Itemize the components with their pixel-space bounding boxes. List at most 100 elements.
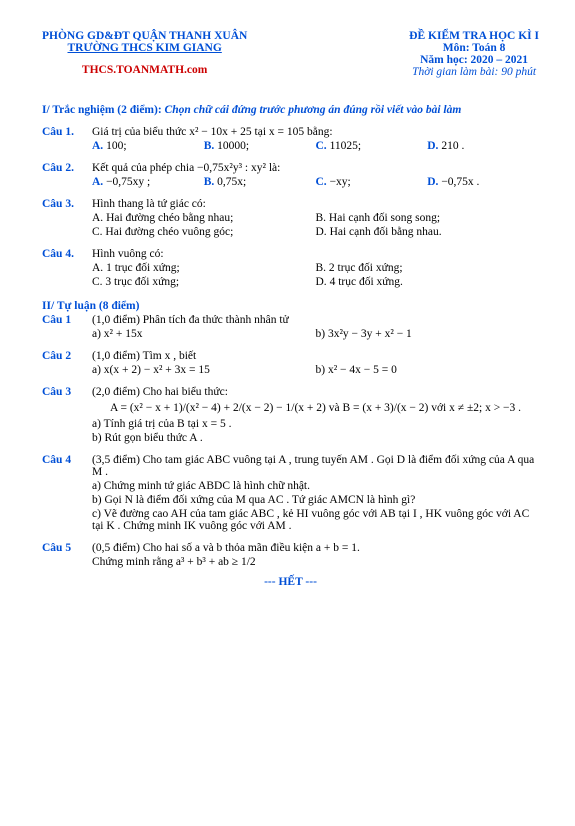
question-4: Câu 4. Hình vuông có: A. 1 trục đối xứng… (42, 248, 539, 288)
q1-c: 11025; (330, 140, 362, 152)
school-name: TRƯỜNG THCS KIM GIANG (42, 42, 247, 54)
q3-text: Hình thang là tứ giác có: (92, 198, 539, 210)
tl1-ab: a) x² + 15x b) 3x²y − 3y + x² − 1 (92, 328, 539, 340)
tl3-a: a) Tính giá trị của B tại x = 5 . (92, 418, 539, 430)
choice-letter: A. (92, 176, 103, 188)
tl3-formula: A = (x² − x + 1)/(x² − 4) + 2/(x − 2) − … (92, 402, 539, 414)
tl4-b: b) Gọi N là điểm đối xứng của M qua AC .… (92, 494, 539, 506)
q3-label: Câu 3. (42, 198, 92, 238)
q4-a: 1 trục đối xứng; (106, 262, 180, 274)
q1-b: 10000; (217, 140, 249, 152)
department: PHÒNG GD&ĐT QUẬN THANH XUÂN (42, 30, 247, 42)
q4-d: 4 trục đối xứng. (330, 276, 403, 288)
tl1-body: (1,0 điểm) Phân tích đa thức thành nhân … (92, 314, 539, 340)
tl3-b: b) Rút gọn biểu thức A . (92, 432, 539, 444)
tl-question-3: Câu 3 (2,0 điểm) Cho hai biểu thức: A = … (42, 386, 539, 444)
choice-letter: D. (316, 276, 327, 288)
q3-row1: A. Hai đường chéo bằng nhau; B. Hai cạnh… (92, 212, 539, 224)
q3-d: Hai cạnh đối bằng nhau. (330, 226, 442, 238)
tl1-b: b) 3x²y − 3y + x² − 1 (316, 328, 540, 340)
tl-question-5: Câu 5 (0,5 điểm) Cho hai số a và b thỏa … (42, 542, 539, 568)
section-2-title: II/ Tự luận (8 điểm) (42, 300, 139, 312)
choice-letter: C. (316, 176, 327, 188)
tl2-text: (1,0 điểm) Tìm x , biết (92, 350, 539, 362)
q4-c: 3 trục đối xứng; (105, 276, 179, 288)
tl5-formula: Chứng minh rằng a³ + b³ + ab ≥ 1/2 (92, 556, 539, 568)
tl-question-1: Câu 1 (1,0 điểm) Phân tích đa thức thành… (42, 314, 539, 340)
q1-choices: A. 100; B. 10000; C. 11025; D. 210 . (92, 140, 539, 152)
q1-d: 210 . (441, 140, 464, 152)
choice-letter: D. (427, 140, 438, 152)
q1-text: Giá trị của biểu thức x² − 10x + 25 tại … (92, 126, 539, 138)
tl2-a: a) x(x + 2) − x² + 3x = 15 (92, 364, 316, 376)
choice-letter: A. (92, 140, 103, 152)
choice-letter: C. (316, 140, 327, 152)
q4-text: Hình vuông có: (92, 248, 539, 260)
tl2-b: b) x² − 4x − 5 = 0 (316, 364, 540, 376)
tl2-label: Câu 2 (42, 350, 92, 376)
exam-title: ĐỀ KIỂM TRA HỌC KÌ I (409, 30, 539, 42)
choice-letter: B. (204, 176, 215, 188)
q2-body: Kết quả của phép chia −0,75x²y³ : xy² là… (92, 162, 539, 188)
tl3-text: (2,0 điểm) Cho hai biểu thức: (92, 386, 539, 398)
tl3-label: Câu 3 (42, 386, 92, 444)
q2-text: Kết quả của phép chia −0,75x²y³ : xy² là… (92, 162, 539, 174)
q2-a: −0,75xy ; (106, 176, 150, 188)
q3-c: Hai đường chéo vuông góc; (105, 226, 233, 238)
q2-d: −0,75x . (441, 176, 479, 188)
q4-b: 2 trục đối xứng; (329, 262, 403, 274)
q2-label: Câu 2. (42, 162, 92, 188)
q2-choices: A. −0,75xy ; B. 0,75x; C. −xy; D. −0,75x… (92, 176, 539, 188)
tl4-a: a) Chứng minh tứ giác ABDC là hình chữ n… (92, 480, 539, 492)
tl5-body: (0,5 điểm) Cho hai số a và b thỏa mãn đi… (92, 542, 539, 568)
tl4-label: Câu 4 (42, 454, 92, 532)
header-right: ĐỀ KIỂM TRA HỌC KÌ I Môn: Toán 8 Năm học… (409, 30, 539, 78)
tl2-ab: a) x(x + 2) − x² + 3x = 15 b) x² − 4x − … (92, 364, 539, 376)
tl-question-4: Câu 4 (3,5 điểm) Cho tam giác ABC vuông … (42, 454, 539, 532)
q3-row2: C. Hai đường chéo vuông góc; D. Hai cạnh… (92, 226, 539, 238)
q4-label: Câu 4. (42, 248, 92, 288)
header-left: PHÒNG GD&ĐT QUẬN THANH XUÂN TRƯỜNG THCS … (42, 30, 247, 78)
q1-label: Câu 1. (42, 126, 92, 152)
subject: Môn: Toán 8 (409, 42, 539, 54)
choice-letter: B. (316, 262, 327, 274)
tl1-label: Câu 1 (42, 314, 92, 340)
choice-letter: B. (316, 212, 327, 224)
section-1-desc: Chọn chữ cái đứng trước phương án đúng r… (165, 104, 462, 116)
q2-b: 0,75x; (217, 176, 246, 188)
tl1-a: a) x² + 15x (92, 328, 316, 340)
tl4-body: (3,5 điểm) Cho tam giác ABC vuông tại A … (92, 454, 539, 532)
choice-letter: C. (92, 226, 103, 238)
duration: Thời gian làm bài: 90 phút (409, 66, 539, 78)
header: PHÒNG GD&ĐT QUẬN THANH XUÂN TRƯỜNG THCS … (42, 30, 539, 78)
end-marker: --- HẾT --- (42, 576, 539, 588)
choice-letter: D. (427, 176, 438, 188)
tl-question-2: Câu 2 (1,0 điểm) Tìm x , biết a) x(x + 2… (42, 350, 539, 376)
tl1-text: (1,0 điểm) Phân tích đa thức thành nhân … (92, 314, 539, 326)
section-1-heading: I/ Trắc nghiệm (2 điểm): Chọn chữ cái đứ… (42, 104, 539, 116)
website-link[interactable]: THCS.TOANMATH.com (42, 64, 247, 76)
q2-c: −xy; (330, 176, 351, 188)
question-2: Câu 2. Kết quả của phép chia −0,75x²y³ :… (42, 162, 539, 188)
q4-row2: C. 3 trục đối xứng; D. 4 trục đối xứng. (92, 276, 539, 288)
tl2-body: (1,0 điểm) Tìm x , biết a) x(x + 2) − x²… (92, 350, 539, 376)
section-2-heading: II/ Tự luận (8 điểm) (42, 300, 539, 312)
section-1-title: I/ Trắc nghiệm (2 điểm): (42, 104, 162, 116)
q3-a: Hai đường chéo bằng nhau; (106, 212, 233, 224)
q3-b: Hai cạnh đối song song; (329, 212, 440, 224)
choice-letter: C. (92, 276, 103, 288)
tl4-text: (3,5 điểm) Cho tam giác ABC vuông tại A … (92, 454, 539, 478)
q3-body: Hình thang là tứ giác có: A. Hai đường c… (92, 198, 539, 238)
choice-letter: A. (92, 212, 103, 224)
tl5-text: (0,5 điểm) Cho hai số a và b thỏa mãn đi… (92, 542, 539, 554)
choice-letter: A. (92, 262, 103, 274)
tl4-c: c) Vẽ đường cao AH của tam giác ABC , kẻ… (92, 508, 539, 532)
question-3: Câu 3. Hình thang là tứ giác có: A. Hai … (42, 198, 539, 238)
q4-row1: A. 1 trục đối xứng; B. 2 trục đối xứng; (92, 262, 539, 274)
question-1: Câu 1. Giá trị của biểu thức x² − 10x + … (42, 126, 539, 152)
exam-page: PHÒNG GD&ĐT QUẬN THANH XUÂN TRƯỜNG THCS … (0, 0, 575, 608)
school-year: Năm học: 2020 – 2021 (409, 54, 539, 66)
tl3-body: (2,0 điểm) Cho hai biểu thức: A = (x² − … (92, 386, 539, 444)
q4-body: Hình vuông có: A. 1 trục đối xứng; B. 2 … (92, 248, 539, 288)
tl5-label: Câu 5 (42, 542, 92, 568)
